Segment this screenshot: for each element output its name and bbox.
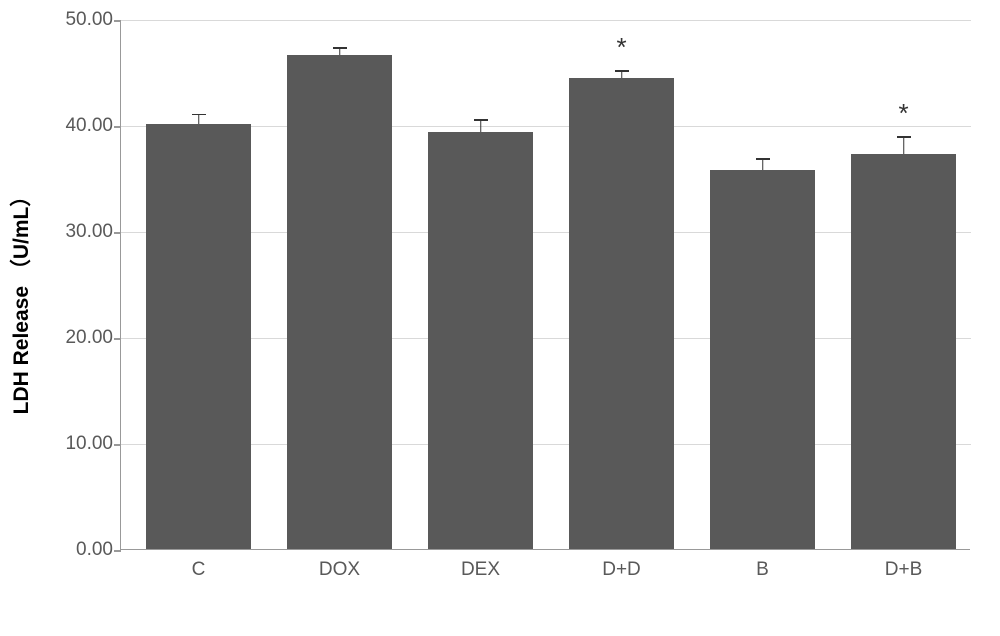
error-cap	[192, 114, 206, 116]
bar	[146, 124, 251, 549]
y-tick-label: 20.00	[53, 327, 113, 349]
chart-container: LDH Release （U/mL） 0.0010.0020.0030.0040…	[120, 20, 970, 580]
error-bar	[198, 114, 200, 124]
error-bar	[903, 137, 905, 154]
significance-marker: *	[898, 98, 908, 129]
error-bar	[339, 48, 341, 55]
bar	[851, 154, 956, 549]
y-tick-mark	[114, 338, 121, 340]
y-axis-label: LDH Release （U/mL）	[5, 186, 35, 415]
y-tick-mark	[114, 550, 121, 552]
gridline	[121, 20, 971, 21]
y-tick-label: 40.00	[53, 115, 113, 137]
y-tick-mark	[114, 444, 121, 446]
bar	[569, 78, 674, 549]
y-tick-label: 10.00	[53, 433, 113, 455]
bar	[287, 55, 392, 549]
error-bar	[762, 159, 764, 170]
x-category-label: DEX	[461, 559, 500, 581]
plot-area: 0.0010.0020.0030.0040.0050.00CDOXDEXD+D*…	[120, 20, 970, 550]
x-category-label: B	[756, 559, 769, 581]
x-category-label: C	[192, 559, 206, 581]
error-cap	[897, 136, 911, 138]
error-cap	[474, 119, 488, 121]
error-bar	[480, 120, 482, 133]
bar	[710, 170, 815, 549]
y-tick-mark	[114, 232, 121, 234]
x-category-label: DOX	[319, 559, 360, 581]
bar	[428, 132, 533, 549]
y-tick-mark	[114, 20, 121, 22]
x-category-label: D+B	[885, 559, 923, 581]
y-tick-label: 30.00	[53, 221, 113, 243]
y-tick-label: 50.00	[53, 9, 113, 31]
significance-marker: *	[616, 32, 626, 63]
error-cap	[756, 158, 770, 160]
y-tick-label: 0.00	[53, 539, 113, 561]
error-cap	[615, 70, 629, 72]
error-cap	[333, 47, 347, 49]
error-bar	[621, 71, 623, 78]
x-category-label: D+D	[602, 559, 641, 581]
y-tick-mark	[114, 126, 121, 128]
